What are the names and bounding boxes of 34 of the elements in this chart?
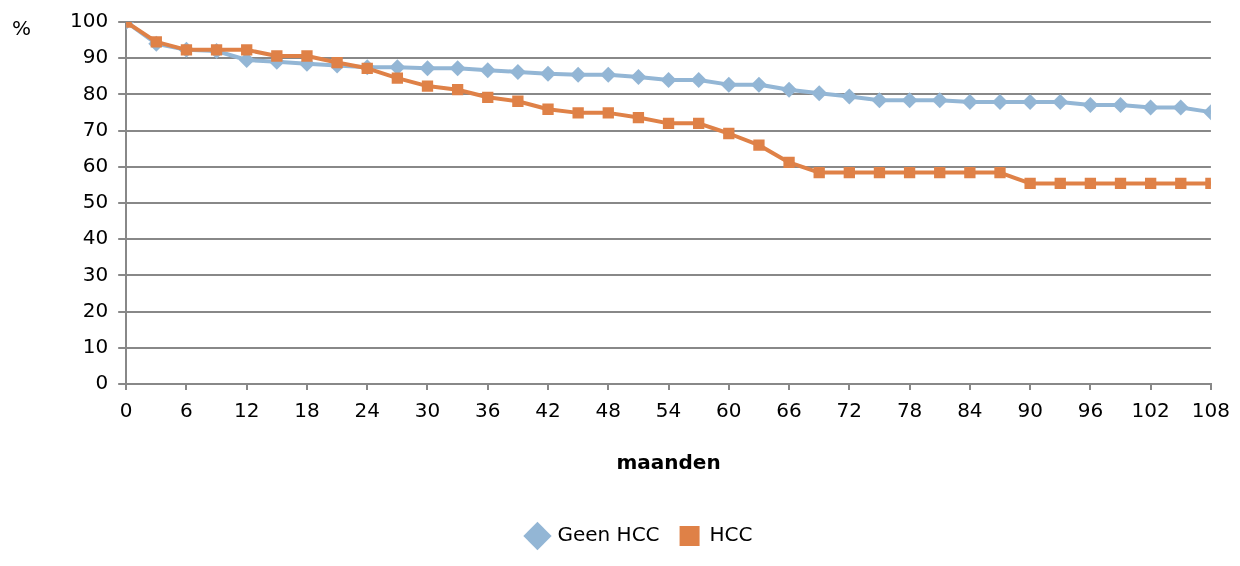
x-tick-label: 66 [776,398,802,423]
x-tick-label: 48 [595,398,622,423]
x-tick-label: 72 [836,398,863,423]
x-tick-label: 0 [119,398,133,423]
y-tick-label: 20 [82,297,109,322]
x-tick-label: 90 [1017,398,1043,423]
y-tick-label: 40 [82,225,109,250]
x-tick-label: 96 [1077,398,1104,423]
legend-label: Geen HCC [557,522,660,547]
x-tick-label: 12 [233,398,260,423]
x-tick-label: 84 [957,398,983,423]
y-tick-label: 90 [82,44,109,69]
x-tick-label: 6 [180,398,193,423]
x-tick-label: 36 [475,398,501,423]
x-axis-title: maanden [616,450,721,475]
y-tick-label: 80 [82,80,109,105]
y-tick-label: 10 [82,334,109,358]
y-tick-label: 60 [82,153,109,177]
x-tick-label: 102 [1131,398,1170,423]
x-tick-label: 78 [896,398,923,423]
x-tick-label: 54 [655,398,682,423]
x-tick-label: 30 [414,398,441,423]
y-axis-title: % [12,16,32,41]
y-tick-label: 50 [82,189,109,214]
x-tick-label: 60 [716,398,742,423]
y-tick-label: 70 [82,116,109,141]
y-tick-label: 100 [69,8,109,33]
x-tick-label: 24 [354,398,380,423]
x-tick-label: 42 [535,398,561,423]
y-tick-label: 30 [82,261,109,286]
x-tick-label: 108 [1191,398,1231,423]
x-tick-label: 18 [294,398,320,423]
legend-label: HCC [709,522,753,547]
y-tick-label: 0 [95,370,109,395]
